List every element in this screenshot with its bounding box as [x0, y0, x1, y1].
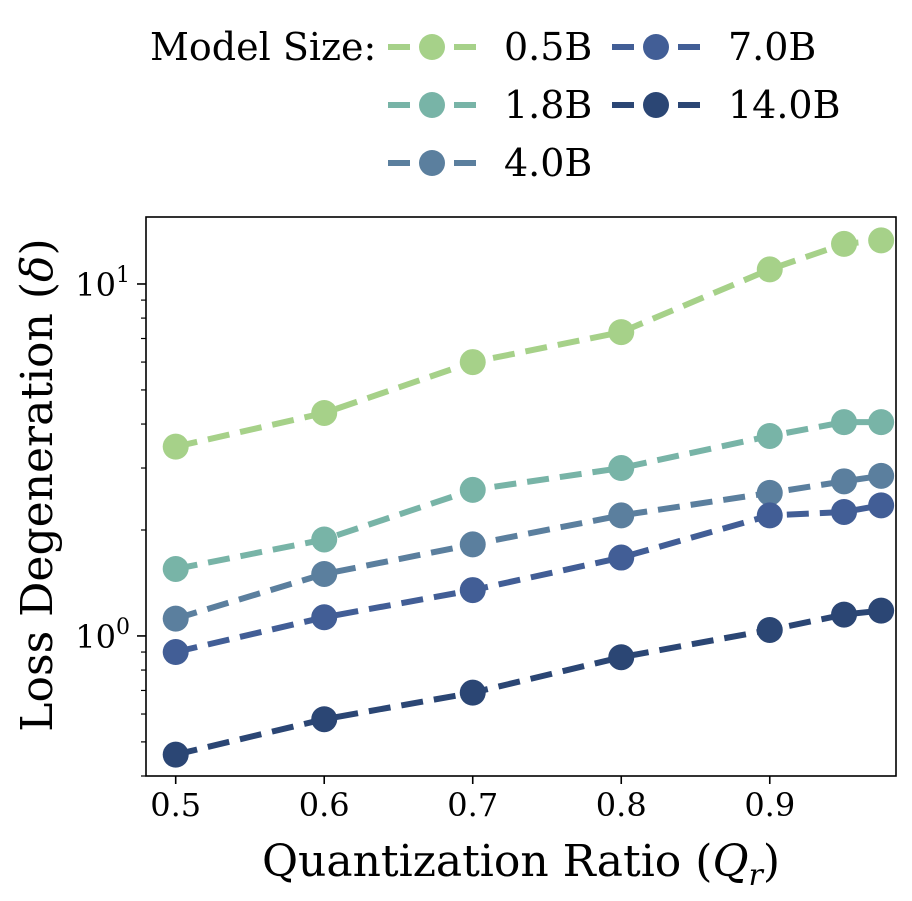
data-point-1.8B-0	[162, 555, 189, 582]
legend-label-14.0B: 14.0B	[728, 83, 841, 127]
legend-marker-14.0B	[643, 92, 669, 118]
data-point-7.0B-0	[162, 639, 189, 666]
data-point-1.8B-1	[311, 526, 338, 553]
data-point-0.5B-0	[162, 433, 189, 460]
data-point-4.0B-3	[608, 502, 635, 529]
data-point-14.0B-0	[162, 741, 189, 768]
x-tick-label-0.6: 0.6	[299, 786, 350, 824]
x-axis-label: Quantization Ratio (Qr)	[262, 836, 780, 893]
data-point-7.0B-4	[756, 502, 783, 529]
axes-frame	[145, 216, 897, 777]
data-point-14.0B-5	[831, 601, 858, 628]
data-point-14.0B-4	[756, 616, 783, 643]
data-point-1.8B-5	[831, 409, 858, 436]
legend-label-7.0B: 7.0B	[728, 25, 816, 69]
x-tick-label-0.5: 0.5	[150, 786, 201, 824]
data-point-14.0B-1	[311, 706, 338, 733]
data-point-7.0B-5	[831, 498, 858, 525]
x-axis-label-symbol: Q	[712, 836, 748, 887]
data-point-4.0B-2	[459, 531, 486, 558]
legend: Model Size: 0.5B 1.8B 4.0B 7.0B 14.0B	[150, 25, 841, 185]
y-tick-label-10-0: 100	[75, 615, 130, 656]
y-tick-label-10-1: 101	[75, 263, 130, 304]
data-point-0.5B-2	[459, 349, 486, 376]
legend-marker-1.8B	[419, 92, 445, 118]
y-axis-label-text: Loss Degeneration	[12, 313, 63, 732]
legend-label-0.5B: 0.5B	[504, 25, 592, 69]
data-point-4.0B-1	[311, 560, 338, 587]
data-point-7.0B-3	[608, 544, 635, 571]
data-point-1.8B-4	[756, 422, 783, 449]
y-axis-label-symbol: δ	[12, 255, 63, 282]
data-point-4.0B-5	[831, 468, 858, 495]
data-point-0.5B-6	[868, 227, 895, 254]
data-point-7.0B-1	[311, 604, 338, 631]
y-axis-label: Loss Degeneration (δ)	[12, 238, 63, 731]
plot-area	[162, 227, 895, 768]
axes: 0.5 0.6 0.7 0.8 0.9 100 101	[75, 216, 897, 824]
legend-marker-4.0B	[419, 150, 445, 176]
data-point-1.8B-2	[459, 476, 486, 503]
data-point-14.0B-3	[608, 644, 635, 671]
data-point-0.5B-3	[608, 319, 635, 346]
data-point-0.5B-5	[831, 230, 858, 257]
data-point-7.0B-2	[459, 577, 486, 604]
legend-label-1.8B: 1.8B	[504, 83, 592, 127]
data-point-14.0B-2	[459, 679, 486, 706]
x-tick-label-0.8: 0.8	[596, 786, 647, 824]
legend-title: Model Size:	[150, 25, 376, 69]
x-tick-label-0.7: 0.7	[447, 786, 498, 824]
legend-marker-7.0B	[643, 34, 669, 60]
data-point-4.0B-4	[756, 479, 783, 506]
data-point-0.5B-1	[311, 399, 338, 426]
data-point-1.8B-6	[868, 409, 895, 436]
legend-marker-0.5B	[419, 34, 445, 60]
x-axis-label-subscript: r	[749, 858, 765, 893]
legend-label-4.0B: 4.0B	[504, 141, 592, 185]
x-tick-label-0.9: 0.9	[744, 786, 795, 824]
x-axis-label-text: Quantization Ratio	[262, 836, 681, 887]
data-point-1.8B-3	[608, 455, 635, 482]
data-point-4.0B-0	[162, 605, 189, 632]
data-point-7.0B-6	[868, 492, 895, 519]
data-point-4.0B-6	[868, 462, 895, 489]
data-point-0.5B-4	[756, 256, 783, 283]
data-point-14.0B-6	[868, 597, 895, 624]
